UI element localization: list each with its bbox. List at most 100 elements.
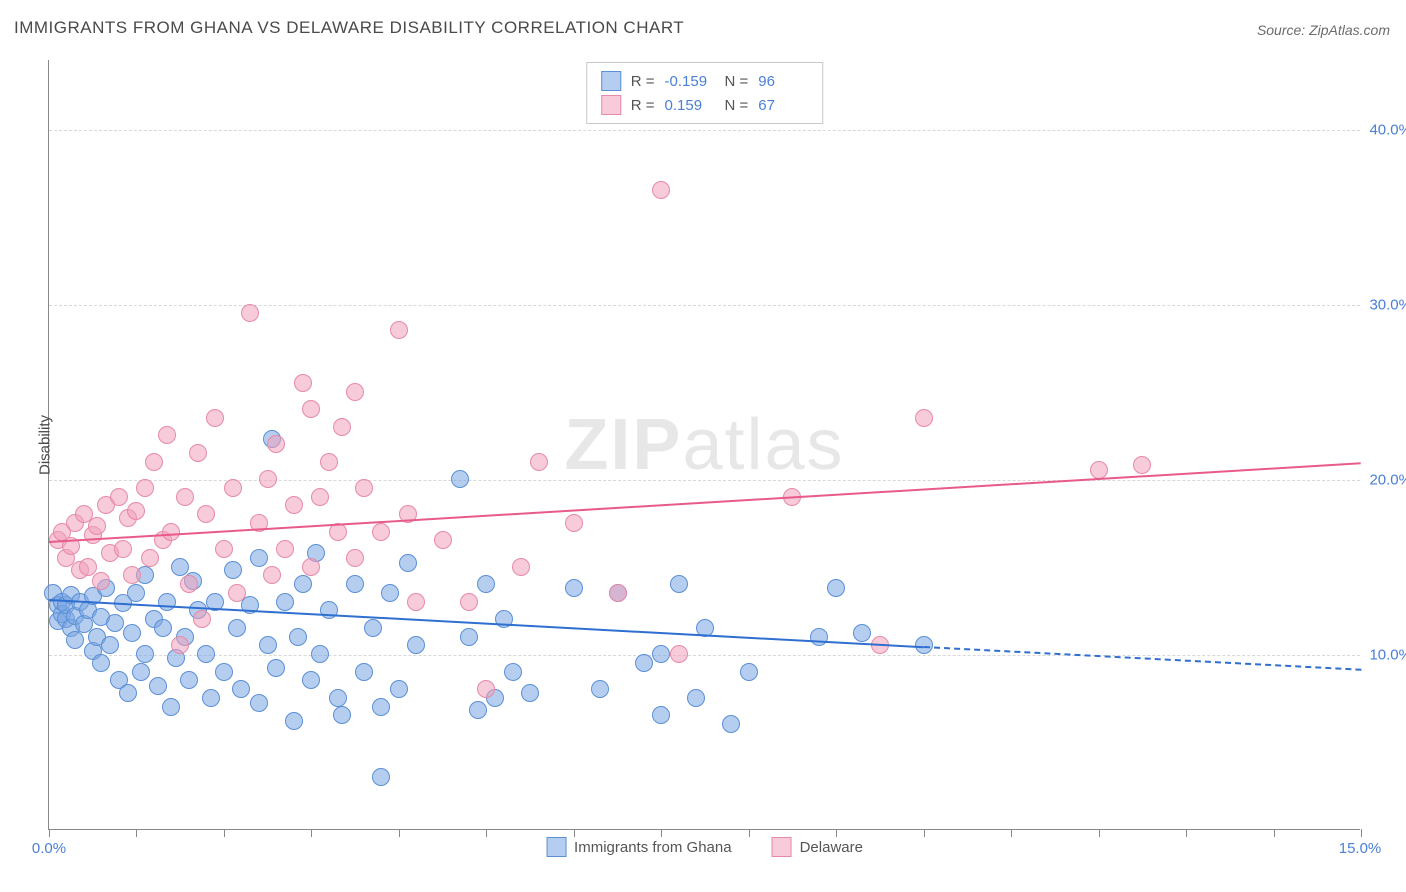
point-delaware — [228, 584, 246, 602]
x-tick — [1099, 829, 1100, 837]
point-delaware — [311, 488, 329, 506]
point-delaware — [162, 523, 180, 541]
point-ghana — [740, 663, 758, 681]
legend-r-label: R = — [631, 73, 655, 90]
y-tick-label: 10.0% — [1369, 647, 1406, 664]
legend-row-delaware: R = 0.159 N = 67 — [601, 93, 809, 117]
point-delaware — [206, 409, 224, 427]
legend-r-label: R = — [631, 97, 655, 114]
point-ghana — [92, 654, 110, 672]
point-delaware — [176, 488, 194, 506]
x-tick-label-min: 0.0% — [32, 840, 66, 857]
grid-line — [49, 480, 1360, 481]
point-ghana — [119, 684, 137, 702]
point-ghana — [635, 654, 653, 672]
grid-line — [49, 655, 1360, 656]
point-delaware — [652, 181, 670, 199]
point-ghana — [477, 575, 495, 593]
point-ghana — [827, 579, 845, 597]
point-delaware — [407, 593, 425, 611]
point-ghana — [407, 636, 425, 654]
x-tick — [924, 829, 925, 837]
x-tick — [311, 829, 312, 837]
point-ghana — [652, 645, 670, 663]
point-ghana — [197, 645, 215, 663]
point-delaware — [460, 593, 478, 611]
swatch-delaware — [772, 837, 792, 857]
point-ghana — [381, 584, 399, 602]
point-ghana — [285, 712, 303, 730]
legend-row-ghana: R = -0.159 N = 96 — [601, 69, 809, 93]
legend-n-label: N = — [725, 97, 749, 114]
swatch-ghana — [601, 71, 621, 91]
point-ghana — [390, 680, 408, 698]
point-ghana — [311, 645, 329, 663]
y-axis-label: Disability — [37, 414, 54, 474]
point-delaware — [346, 383, 364, 401]
point-ghana — [722, 715, 740, 733]
point-delaware — [263, 566, 281, 584]
x-tick — [1361, 829, 1362, 837]
point-delaware — [285, 496, 303, 514]
x-tick — [574, 829, 575, 837]
correlation-legend: R = -0.159 N = 96 R = 0.159 N = 67 — [586, 62, 824, 124]
legend-n-value-ghana: 96 — [758, 73, 808, 90]
point-ghana — [853, 624, 871, 642]
point-delaware — [530, 453, 548, 471]
point-delaware — [197, 505, 215, 523]
point-delaware — [123, 566, 141, 584]
point-ghana — [101, 636, 119, 654]
point-delaware — [158, 426, 176, 444]
point-ghana — [302, 671, 320, 689]
point-ghana — [652, 706, 670, 724]
point-ghana — [215, 663, 233, 681]
point-delaware — [294, 374, 312, 392]
point-ghana — [136, 645, 154, 663]
legend-n-value-delaware: 67 — [758, 97, 808, 114]
point-delaware — [241, 304, 259, 322]
point-ghana — [232, 680, 250, 698]
point-ghana — [202, 689, 220, 707]
point-delaware — [215, 540, 233, 558]
point-delaware — [670, 645, 688, 663]
point-ghana — [591, 680, 609, 698]
trend-line-ghana-dash — [924, 646, 1361, 671]
point-delaware — [372, 523, 390, 541]
point-delaware — [88, 517, 106, 535]
point-delaware — [320, 453, 338, 471]
point-ghana — [460, 628, 478, 646]
legend-r-value-delaware: 0.159 — [665, 97, 715, 114]
swatch-delaware — [601, 95, 621, 115]
point-delaware — [512, 558, 530, 576]
point-ghana — [123, 624, 141, 642]
point-delaware — [333, 418, 351, 436]
point-ghana — [451, 470, 469, 488]
point-ghana — [127, 584, 145, 602]
point-delaware — [267, 435, 285, 453]
point-delaware — [390, 321, 408, 339]
point-delaware — [302, 400, 320, 418]
x-tick — [749, 829, 750, 837]
point-ghana — [149, 677, 167, 695]
point-ghana — [228, 619, 246, 637]
x-tick — [836, 829, 837, 837]
point-ghana — [355, 663, 373, 681]
point-ghana — [346, 575, 364, 593]
series-legend: Immigrants from Ghana Delaware — [546, 837, 863, 857]
legend-label-ghana: Immigrants from Ghana — [574, 839, 732, 856]
point-ghana — [565, 579, 583, 597]
point-delaware — [180, 575, 198, 593]
point-ghana — [162, 698, 180, 716]
point-delaware — [434, 531, 452, 549]
swatch-ghana — [546, 837, 566, 857]
point-ghana — [106, 614, 124, 632]
point-delaware — [136, 479, 154, 497]
point-delaware — [189, 444, 207, 462]
watermark: ZIPatlas — [564, 404, 844, 486]
point-ghana — [469, 701, 487, 719]
point-delaware — [565, 514, 583, 532]
point-ghana — [372, 768, 390, 786]
point-delaware — [141, 549, 159, 567]
point-delaware — [346, 549, 364, 567]
point-delaware — [114, 540, 132, 558]
